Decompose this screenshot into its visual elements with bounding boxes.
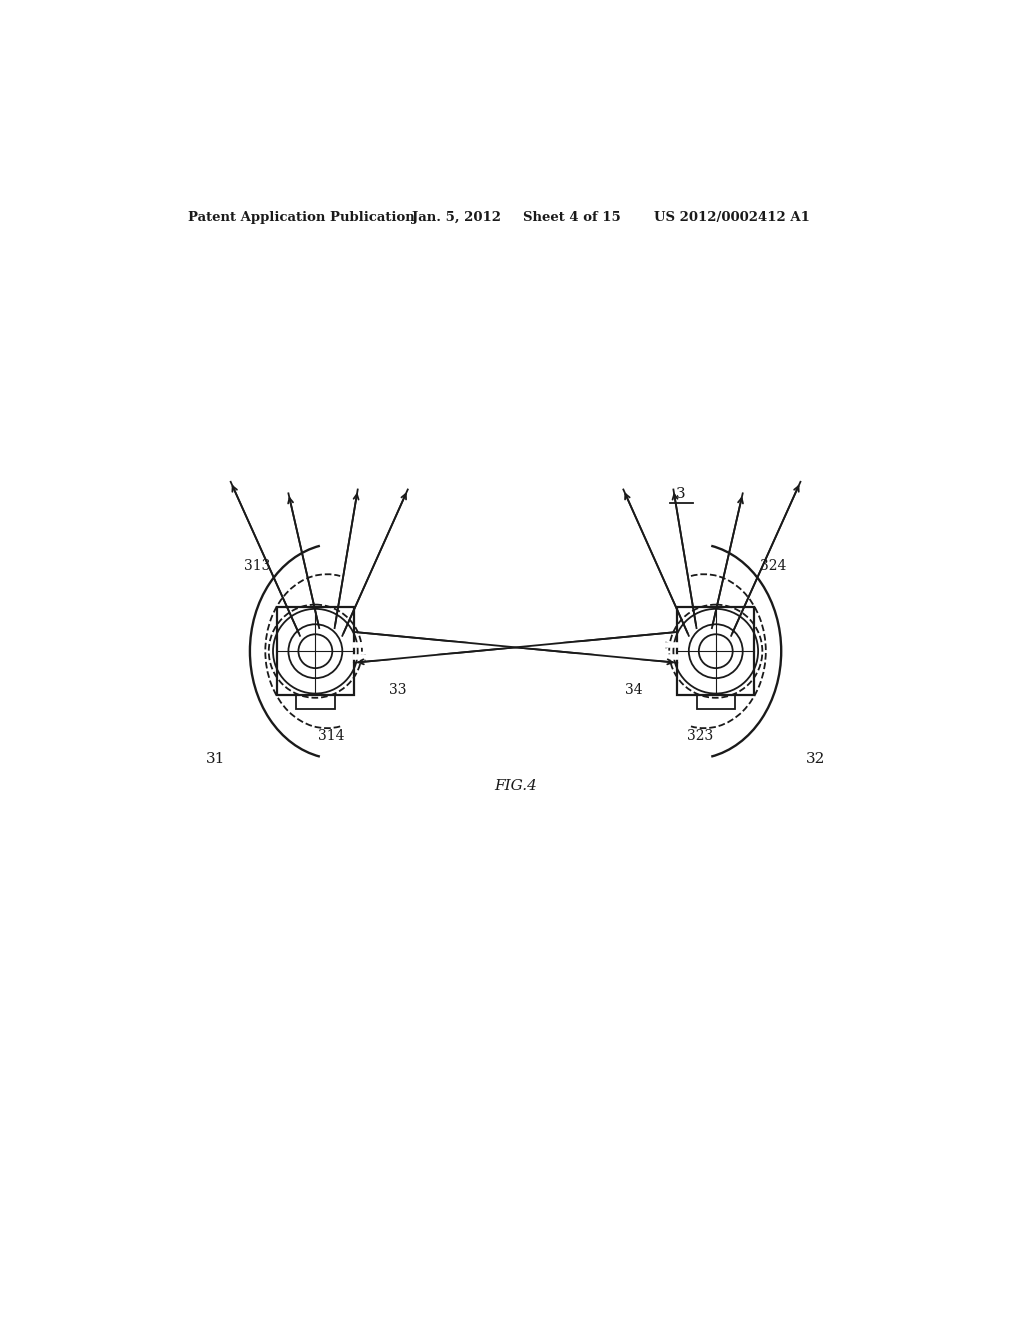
Text: FIG.4: FIG.4: [495, 779, 537, 793]
Bar: [696, 696, 735, 709]
Text: 33: 33: [388, 682, 406, 697]
Text: 324: 324: [761, 560, 786, 573]
Text: Sheet 4 of 15: Sheet 4 of 15: [523, 211, 621, 224]
Text: 32: 32: [806, 752, 825, 766]
Text: 31: 31: [206, 752, 225, 766]
Text: 34: 34: [625, 682, 643, 697]
Bar: [276, 607, 354, 696]
Bar: [677, 607, 755, 696]
Text: US 2012/0002412 A1: US 2012/0002412 A1: [654, 211, 810, 224]
Text: 313: 313: [245, 560, 270, 573]
Text: Jan. 5, 2012: Jan. 5, 2012: [412, 211, 501, 224]
Text: Patent Application Publication: Patent Application Publication: [188, 211, 415, 224]
Text: 3: 3: [676, 487, 686, 502]
Text: 323: 323: [687, 729, 714, 743]
Text: 314: 314: [317, 729, 344, 743]
Bar: [296, 696, 335, 709]
